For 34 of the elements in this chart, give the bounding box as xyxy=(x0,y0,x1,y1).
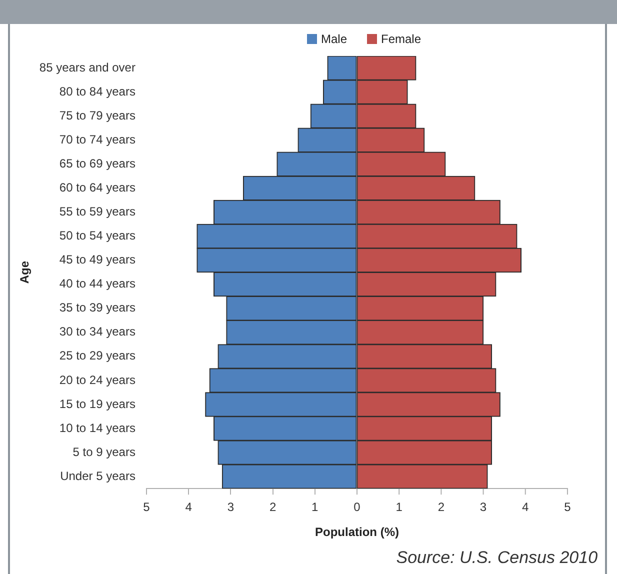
y-tick-label: 45 to 49 years xyxy=(59,252,136,267)
legend-label: Female xyxy=(381,32,422,46)
x-tick-label: 1 xyxy=(312,500,319,514)
x-tick-label: 2 xyxy=(269,500,276,514)
y-tick-label: 55 to 59 years xyxy=(59,204,136,219)
y-tick-label: 50 to 54 years xyxy=(59,228,136,243)
y-tick-label: 80 to 84 years xyxy=(59,84,136,98)
x-tick-label: 3 xyxy=(227,500,234,514)
y-tick-label: 30 to 34 years xyxy=(59,324,136,339)
source-note: Source: U.S. Census 2010 xyxy=(396,548,598,568)
y-tick-label: 60 to 64 years xyxy=(59,180,136,194)
y-axis-title: Age xyxy=(18,260,32,284)
y-tick-label: 40 to 44 years xyxy=(59,276,136,291)
y-tick-label: Under 5 years xyxy=(60,468,136,483)
y-tick-label: 65 to 69 years xyxy=(59,156,136,170)
y-tick-label: 35 to 39 years xyxy=(59,300,136,315)
x-tick-label: 3 xyxy=(480,500,487,514)
x-tick-label: 0 xyxy=(354,500,361,514)
legend-label: Male xyxy=(320,32,347,46)
y-tick-label: 70 to 74 years xyxy=(59,132,136,146)
y-tick-label: 5 to 9 years xyxy=(72,444,136,459)
x-axis-title: Population (%) xyxy=(315,525,399,539)
y-tick-label: 75 to 79 years xyxy=(59,108,136,122)
y-tick-label: 20 to 24 years xyxy=(59,372,136,387)
y-tick-label: 25 to 29 years xyxy=(59,348,136,363)
y-tick-label: 15 to 19 years xyxy=(59,396,136,411)
x-tick-label: 2 xyxy=(438,500,445,514)
x-tick-label: 1 xyxy=(396,500,403,514)
y-tick-label: 10 to 14 years xyxy=(59,420,136,435)
x-tick-label: 4 xyxy=(185,500,192,514)
x-tick-label: 4 xyxy=(522,500,530,514)
x-tick-label: 5 xyxy=(564,500,572,514)
x-tick-label: 5 xyxy=(143,500,150,514)
y-tick-label: 85 years and over xyxy=(39,60,136,74)
